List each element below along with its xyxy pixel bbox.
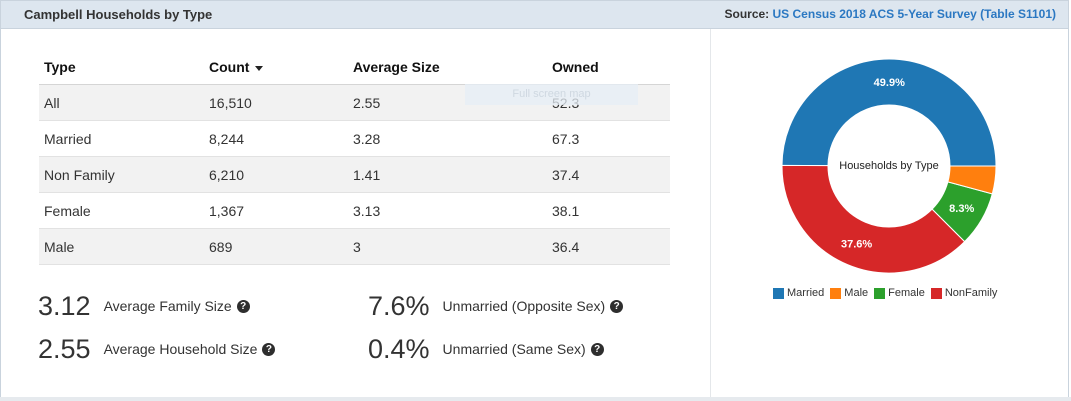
legend-label: NonFamily [944, 287, 998, 299]
cell-average-size: 3.28 [348, 120, 547, 157]
donut-slices [781, 58, 997, 274]
column-label: Owned [552, 59, 599, 75]
households-donut-chart: Households by Type 49.9% 37.6% 8.3% [781, 58, 997, 274]
cell-type: Married [39, 120, 204, 157]
table-row: Male 689 3 36.4 [39, 228, 670, 265]
question-circle-icon[interactable]: ? [590, 342, 604, 356]
table-row: Female 1,367 3.13 38.1 [39, 192, 670, 229]
question-circle-icon[interactable]: ? [262, 342, 276, 356]
stat-unmarried-same-sex: 0.4% Unmarried (Same Sex) ? [368, 331, 604, 367]
source-attribution: Source: US Census 2018 ACS 5-Year Survey… [724, 7, 1056, 21]
stat-value: 3.12 [38, 290, 91, 321]
cell-owned: 38.1 [547, 192, 670, 229]
legend-swatch [773, 287, 784, 299]
legend-item-male[interactable]: Male [830, 287, 868, 299]
column-header-average-size[interactable]: Average Size [348, 50, 547, 85]
stat-label: Average Household Size [103, 341, 258, 357]
fullscreen-map-tooltip: Full screen map [465, 84, 638, 105]
donut-slice-male[interactable] [947, 165, 997, 195]
legend-item-nonfamily[interactable]: NonFamily [930, 287, 998, 299]
column-header-type[interactable]: Type [39, 50, 204, 85]
stat-value: 0.4% [368, 333, 430, 364]
cell-count: 6,210 [204, 156, 348, 193]
stat-label: Average Family Size [103, 298, 232, 314]
cell-owned: 37.4 [547, 156, 670, 193]
cell-type: Male [39, 228, 204, 265]
cell-average-size: 3 [348, 228, 547, 265]
table-header-row: Type Count Average Size Owned [39, 50, 670, 85]
panel-header: Campbell Households by Type Source: US C… [1, 1, 1068, 29]
source-link[interactable]: US Census 2018 ACS 5-Year Survey (Table … [772, 7, 1056, 21]
cell-type: Female [39, 192, 204, 229]
column-header-count[interactable]: Count [204, 50, 348, 85]
cell-count: 16,510 [204, 84, 348, 121]
vertical-divider [710, 29, 711, 397]
cell-average-size: 3.13 [348, 192, 547, 229]
stat-label: Unmarried (Opposite Sex) [442, 298, 606, 314]
legend-swatch [874, 287, 886, 299]
households-table: Type Count Average Size Owned All 16,510… [39, 50, 670, 265]
table-row: Married 8,244 3.28 67.3 [39, 120, 670, 157]
legend-item-female[interactable]: Female [874, 287, 925, 299]
cell-count: 689 [204, 228, 348, 265]
slice-label-married: 49.9% [874, 77, 905, 89]
chart-legend: Married Male Female NonFamily [773, 287, 1003, 299]
donut-slice-labels: 49.9% 37.6% 8.3% [841, 77, 974, 251]
legend-label: Married [787, 287, 825, 299]
legend-item-married[interactable]: Married [773, 287, 824, 299]
question-circle-icon[interactable]: ? [236, 299, 250, 313]
cell-type: All [39, 84, 204, 121]
sort-descending-icon [255, 65, 264, 71]
stat-label: Unmarried (Same Sex) [442, 341, 586, 357]
column-label: Count [209, 59, 250, 75]
column-label: Type [44, 59, 76, 75]
cell-average-size: 1.41 [348, 156, 547, 193]
bottom-strip [0, 397, 1071, 401]
stat-value: 7.6% [368, 290, 430, 321]
legend-label: Female [888, 287, 925, 299]
column-label: Average Size [353, 59, 440, 75]
slice-label-female: 8.3% [949, 203, 974, 215]
stat-average-household-size: 2.55 Average Household Size ? [38, 331, 276, 367]
table-row: Non Family 6,210 1.41 37.4 [39, 156, 670, 193]
donut-slice-married[interactable] [781, 58, 997, 167]
source-prefix: Source: [724, 7, 770, 21]
stat-average-family-size: 3.12 Average Family Size ? [38, 288, 250, 324]
question-circle-icon[interactable]: ? [610, 299, 624, 313]
stat-unmarried-opposite-sex: 7.6% Unmarried (Opposite Sex) ? [368, 288, 624, 324]
cell-count: 8,244 [204, 120, 348, 157]
legend-swatch [830, 287, 842, 299]
legend-label: Male [844, 287, 869, 299]
stat-value: 2.55 [38, 333, 91, 364]
donut-center-label: Households by Type [839, 160, 938, 172]
panel-title: Campbell Households by Type [24, 7, 213, 22]
cell-type: Non Family [39, 156, 204, 193]
cell-count: 1,367 [204, 192, 348, 229]
cell-owned: 67.3 [547, 120, 670, 157]
donut-slice-nonfamily[interactable] [781, 164, 966, 274]
legend-swatch [930, 287, 942, 299]
slice-label-nonfamily: 37.6% [841, 239, 872, 251]
column-header-owned[interactable]: Owned [547, 50, 670, 85]
cell-owned: 36.4 [547, 228, 670, 265]
